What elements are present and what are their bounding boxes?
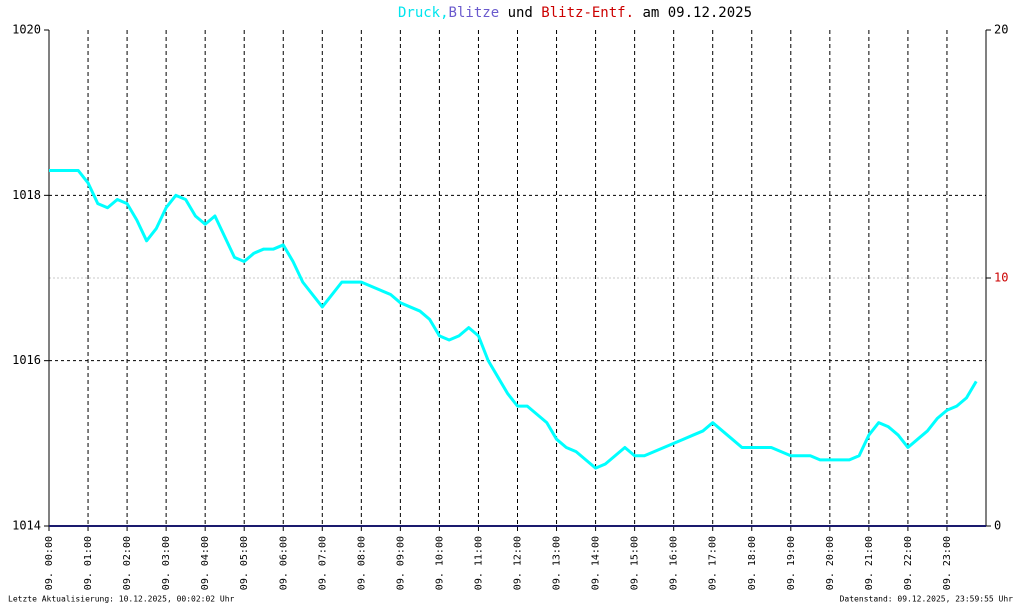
y-tick-label: 1018: [12, 188, 41, 202]
x-tick-label: 09. 14:00: [591, 536, 602, 590]
x-tick-label: 09. 09:00: [395, 536, 406, 590]
x-tick-label: 09. 07:00: [317, 536, 328, 590]
title-part: am 09.12.2025: [642, 5, 752, 21]
x-tick-label: 09. 01:00: [83, 536, 94, 590]
title-part: Blitze: [449, 5, 500, 21]
x-tick-label: 09. 06:00: [278, 536, 289, 590]
x-tick-label: 09. 08:00: [356, 536, 367, 590]
footer-right: Datenstand: 09.12.2025, 23:59:55 Uhr: [840, 595, 1014, 604]
y-tick-label: 1020: [12, 23, 41, 37]
x-tick-label: 09. 04:00: [200, 536, 211, 590]
title-part: Blitz-Entf.: [541, 5, 634, 21]
x-tick-label: 09. 17:00: [708, 536, 719, 590]
x-tick-label: 09. 20:00: [825, 536, 836, 590]
x-tick-label: 09. 22:00: [903, 536, 914, 590]
y-tick-label: 1014: [12, 519, 41, 533]
x-tick-label: 09. 00:00: [44, 536, 55, 590]
x-tick-label: 09. 15:00: [630, 536, 641, 590]
x-tick-label: 09. 11:00: [473, 536, 484, 590]
x-tick-label: 09. 21:00: [864, 536, 875, 590]
x-tick-label: 09. 19:00: [786, 536, 797, 590]
y2-tick-label: 0: [994, 519, 1001, 533]
footer-left: Letzte Aktualisierung: 10.12.2025, 00:02…: [8, 595, 235, 604]
y2-tick-label: 20: [994, 23, 1008, 37]
x-tick-label: 09. 10:00: [434, 536, 445, 590]
y2-tick-label: 10: [994, 271, 1008, 285]
title-part: und: [508, 5, 533, 21]
x-tick-label: 09. 18:00: [747, 536, 758, 590]
data-line: [49, 169, 978, 470]
x-tick-label: 09. 13:00: [552, 536, 563, 590]
title-part: Druck,: [398, 5, 449, 21]
x-tick-label: 09. 02:00: [122, 536, 133, 590]
x-tick-label: 09. 23:00: [942, 536, 953, 590]
y-tick-label: 1016: [12, 353, 41, 367]
x-tick-label: 09. 16:00: [669, 536, 680, 590]
x-tick-label: 09. 12:00: [513, 536, 524, 590]
chart-title: Druck,Blitze und Blitz-Entf. am 09.12.20…: [398, 5, 752, 21]
x-tick-label: 09. 05:00: [239, 536, 250, 590]
x-tick-label: 09. 03:00: [161, 536, 172, 590]
